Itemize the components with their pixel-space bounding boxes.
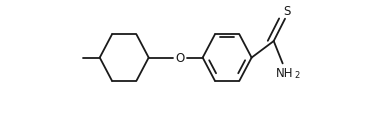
Text: NH: NH (276, 66, 294, 79)
Text: 2: 2 (295, 71, 300, 80)
Text: O: O (176, 52, 185, 65)
Text: S: S (284, 5, 291, 18)
